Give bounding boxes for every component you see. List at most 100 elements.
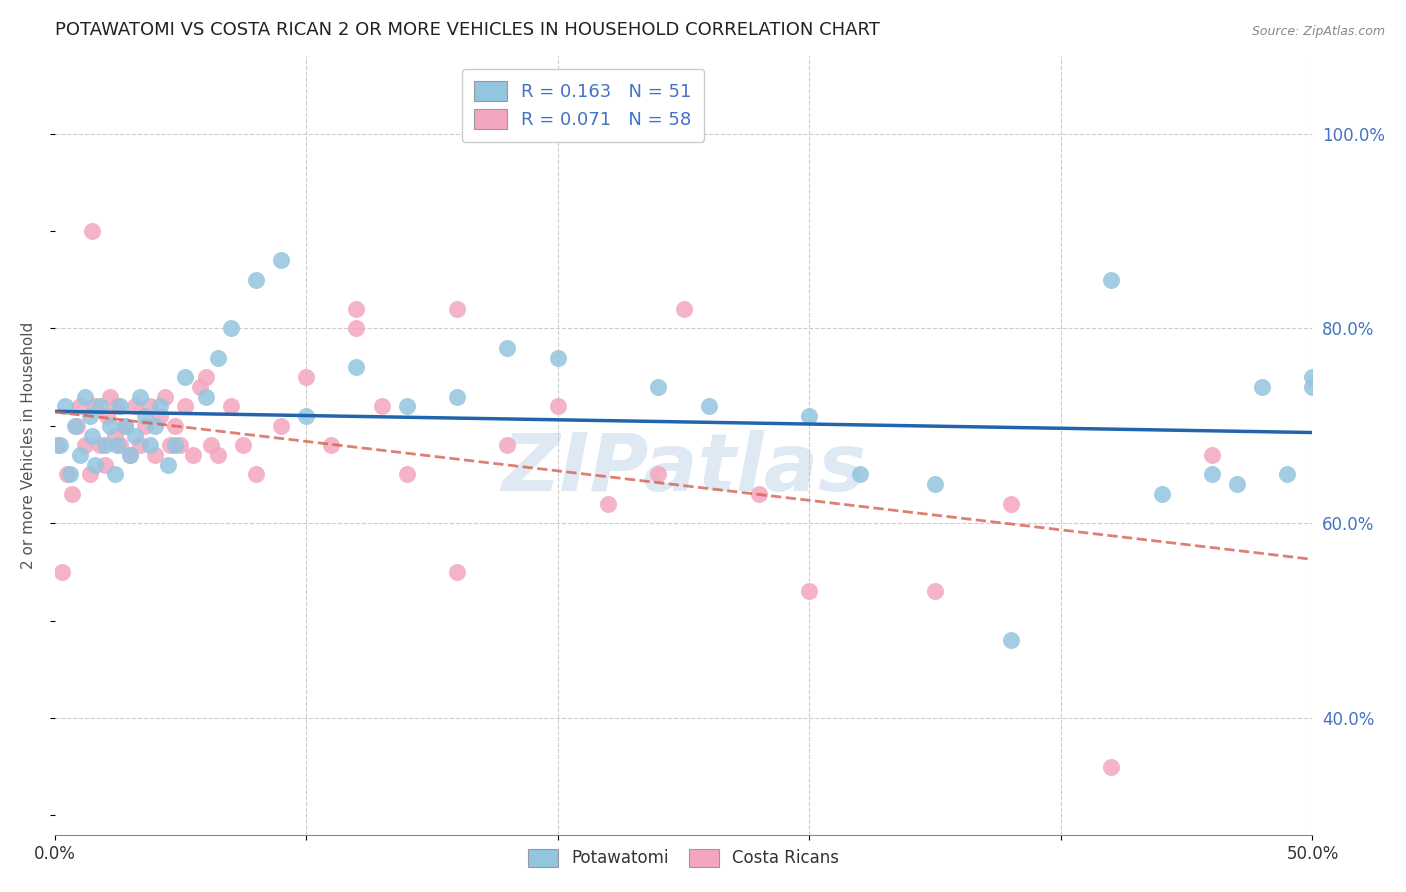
Point: [104, 467, 127, 482]
Point: [207, 448, 229, 462]
Point: [94, 458, 117, 472]
Point: [547, 351, 569, 365]
Point: [1251, 380, 1274, 394]
Point: [446, 390, 468, 404]
Point: [496, 438, 519, 452]
Point: [245, 273, 267, 287]
Point: [1226, 477, 1249, 491]
Point: [82, 428, 104, 442]
Point: [159, 438, 181, 452]
Point: [108, 399, 131, 413]
Point: [69, 448, 91, 462]
Point: [321, 438, 343, 452]
Point: [245, 467, 267, 482]
Point: [107, 399, 129, 413]
Point: [194, 370, 217, 384]
Point: [207, 351, 229, 365]
Point: [73, 438, 96, 452]
Point: [370, 399, 392, 413]
Point: [66, 418, 89, 433]
Point: [547, 399, 569, 413]
Point: [114, 418, 136, 433]
Point: [190, 380, 212, 394]
Point: [149, 409, 172, 423]
Point: [1301, 380, 1323, 394]
Point: [174, 370, 197, 384]
Point: [181, 448, 204, 462]
Point: [697, 399, 720, 413]
Point: [73, 390, 96, 404]
Point: [219, 321, 242, 335]
Point: [1201, 467, 1223, 482]
Point: [79, 409, 101, 423]
Point: [1099, 760, 1122, 774]
Point: [924, 477, 946, 491]
Point: [270, 253, 292, 268]
Point: [496, 341, 519, 355]
Point: [53, 399, 76, 413]
Point: [118, 448, 141, 462]
Point: [143, 448, 166, 462]
Point: [98, 390, 121, 404]
Point: [156, 458, 179, 472]
Point: [270, 418, 292, 433]
Point: [232, 438, 254, 452]
Point: [1301, 370, 1323, 384]
Point: [108, 438, 131, 452]
Point: [48, 438, 70, 452]
Point: [1000, 497, 1022, 511]
Point: [134, 418, 156, 433]
Point: [848, 467, 870, 482]
Point: [395, 467, 418, 482]
Point: [295, 409, 318, 423]
Point: [295, 370, 318, 384]
Point: [346, 301, 368, 316]
Point: [1000, 633, 1022, 648]
Point: [63, 418, 86, 433]
Point: [104, 428, 127, 442]
Point: [748, 487, 770, 501]
Point: [165, 438, 187, 452]
Point: [155, 390, 177, 404]
Point: [94, 438, 117, 452]
Point: [82, 224, 104, 238]
Point: [59, 467, 82, 482]
Point: [924, 584, 946, 599]
Point: [149, 399, 172, 413]
Point: [79, 467, 101, 482]
Point: [799, 409, 821, 423]
Point: [56, 467, 79, 482]
Point: [1277, 467, 1299, 482]
Point: [98, 418, 121, 433]
Point: [129, 390, 152, 404]
Point: [46, 438, 69, 452]
Point: [647, 467, 669, 482]
Point: [118, 448, 141, 462]
Point: [114, 418, 136, 433]
Point: [219, 399, 242, 413]
Point: [96, 409, 118, 423]
Point: [107, 438, 129, 452]
Point: [51, 565, 73, 579]
Point: [165, 418, 187, 433]
Point: [83, 458, 105, 472]
Point: [395, 399, 418, 413]
Y-axis label: 2 or more Vehicles in Household: 2 or more Vehicles in Household: [21, 322, 35, 569]
Point: [60, 487, 83, 501]
Point: [346, 360, 368, 375]
Point: [89, 438, 111, 452]
Point: [139, 399, 162, 413]
Point: [89, 399, 111, 413]
Point: [134, 409, 156, 423]
Text: ZIPatlas: ZIPatlas: [501, 430, 866, 508]
Point: [672, 301, 695, 316]
Point: [1099, 273, 1122, 287]
Point: [83, 399, 105, 413]
Point: [596, 497, 619, 511]
Point: [194, 390, 217, 404]
Point: [1150, 487, 1173, 501]
Legend: Potawatomi, Costa Ricans: Potawatomi, Costa Ricans: [517, 838, 849, 877]
Point: [169, 438, 191, 452]
Point: [124, 428, 146, 442]
Point: [129, 438, 152, 452]
